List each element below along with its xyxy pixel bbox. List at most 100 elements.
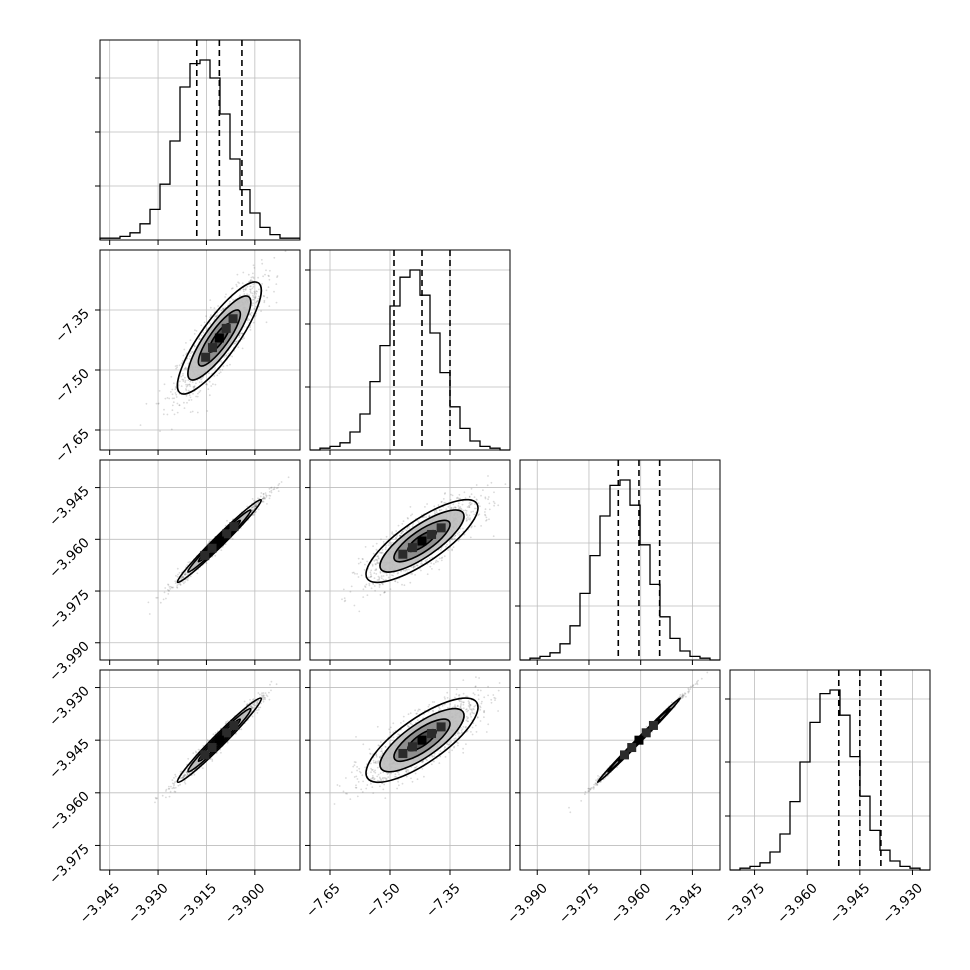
scatter-point bbox=[254, 296, 256, 299]
scatter-point bbox=[256, 300, 258, 303]
panel-frame bbox=[729, 669, 931, 871]
scatter-point bbox=[460, 508, 463, 511]
scatter-point bbox=[341, 598, 343, 601]
scatter-point bbox=[252, 703, 255, 706]
scatter-point bbox=[409, 581, 412, 584]
scatter-point bbox=[260, 259, 263, 261]
scatter-point bbox=[268, 691, 270, 694]
scatter-point bbox=[255, 292, 258, 295]
scatter-point bbox=[254, 503, 257, 506]
scatter-point bbox=[363, 569, 366, 571]
scatter-point bbox=[253, 292, 256, 295]
scatter-point bbox=[169, 790, 172, 793]
scatter-point bbox=[375, 558, 378, 561]
scatter-point bbox=[375, 563, 377, 566]
scatter-point bbox=[233, 342, 236, 345]
scatter-point bbox=[187, 362, 190, 365]
scatter-point bbox=[198, 338, 201, 340]
scatter-point bbox=[257, 692, 260, 694]
scatter-point bbox=[265, 289, 268, 292]
scatter-point bbox=[257, 297, 260, 300]
scatter-point bbox=[244, 288, 247, 291]
scatter-point bbox=[185, 388, 187, 390]
scatter-point bbox=[237, 346, 240, 348]
scatter-point bbox=[273, 486, 276, 489]
scatter-point bbox=[385, 535, 388, 538]
scatter-point bbox=[205, 315, 208, 318]
scatter-point bbox=[429, 565, 432, 568]
scatter-point bbox=[167, 583, 169, 586]
scatter-point bbox=[260, 702, 262, 705]
scatter-point bbox=[186, 384, 189, 387]
scatter-point bbox=[370, 575, 372, 578]
scatter-point bbox=[250, 705, 253, 707]
scatter-point bbox=[238, 334, 241, 337]
scatter-point bbox=[372, 552, 375, 555]
scatter-point bbox=[475, 484, 478, 486]
scatter-point bbox=[287, 476, 290, 479]
scatter-point bbox=[402, 530, 404, 533]
scatter-point bbox=[468, 496, 471, 498]
scatter-point bbox=[229, 300, 231, 303]
scatter-point bbox=[372, 545, 374, 548]
scatter-point bbox=[462, 527, 464, 530]
scatter-point bbox=[208, 380, 211, 383]
density-block bbox=[417, 536, 427, 546]
scatter-point bbox=[176, 567, 179, 570]
scatter-point bbox=[185, 353, 188, 356]
scatter-point bbox=[252, 298, 255, 301]
scatter-point bbox=[399, 534, 401, 537]
scatter-point bbox=[403, 584, 406, 587]
scatter-point bbox=[231, 538, 234, 540]
scatter-point bbox=[253, 704, 256, 707]
scatter-point bbox=[208, 394, 211, 397]
scatter-point bbox=[369, 571, 372, 574]
scatter-point bbox=[250, 279, 252, 281]
hist-panel-1 bbox=[305, 249, 511, 455]
scatter-point bbox=[252, 321, 255, 324]
scatter-point bbox=[370, 575, 373, 578]
scatter-point bbox=[479, 505, 481, 508]
scatter-point bbox=[159, 430, 161, 432]
scatter-point bbox=[218, 372, 221, 375]
scatter-point bbox=[192, 351, 195, 353]
scatter-point bbox=[390, 543, 393, 546]
panel-frame bbox=[99, 39, 301, 241]
scatter-point bbox=[156, 596, 159, 599]
scatter-point bbox=[249, 285, 251, 288]
scatter-point bbox=[426, 558, 429, 561]
scatter-point bbox=[252, 698, 255, 700]
scatter-point bbox=[234, 342, 237, 345]
scatter-point bbox=[157, 402, 160, 405]
scatter-point bbox=[488, 518, 490, 521]
scatter-point bbox=[255, 502, 258, 505]
scatter-point bbox=[255, 503, 258, 506]
scatter-point bbox=[252, 706, 255, 709]
scatter-point bbox=[416, 564, 419, 567]
scatter-point bbox=[164, 397, 167, 400]
scatter-point bbox=[176, 402, 179, 405]
scatter-point bbox=[168, 795, 171, 798]
scatter-point bbox=[380, 577, 383, 580]
scatter-point bbox=[404, 528, 406, 531]
scatter-point bbox=[206, 739, 209, 741]
scatter-point bbox=[486, 484, 489, 487]
scatter-point bbox=[252, 506, 254, 509]
scatter-point bbox=[251, 506, 254, 509]
scatter-point bbox=[171, 586, 174, 589]
histogram-series bbox=[99, 59, 300, 240]
scatter-point bbox=[254, 704, 257, 707]
scatter-point bbox=[433, 563, 435, 565]
scatter-point bbox=[359, 561, 362, 564]
scatter-point bbox=[191, 410, 194, 413]
scatter-point bbox=[402, 520, 405, 523]
scatter-point bbox=[188, 399, 191, 402]
scatter-point bbox=[468, 495, 471, 498]
scatter-point bbox=[193, 333, 196, 335]
scatter-point bbox=[190, 352, 192, 355]
scatter-point bbox=[251, 304, 254, 307]
scatter-point bbox=[270, 489, 273, 492]
scatter-point bbox=[382, 575, 385, 577]
scatter-point bbox=[459, 497, 461, 500]
scatter-point bbox=[373, 585, 376, 587]
